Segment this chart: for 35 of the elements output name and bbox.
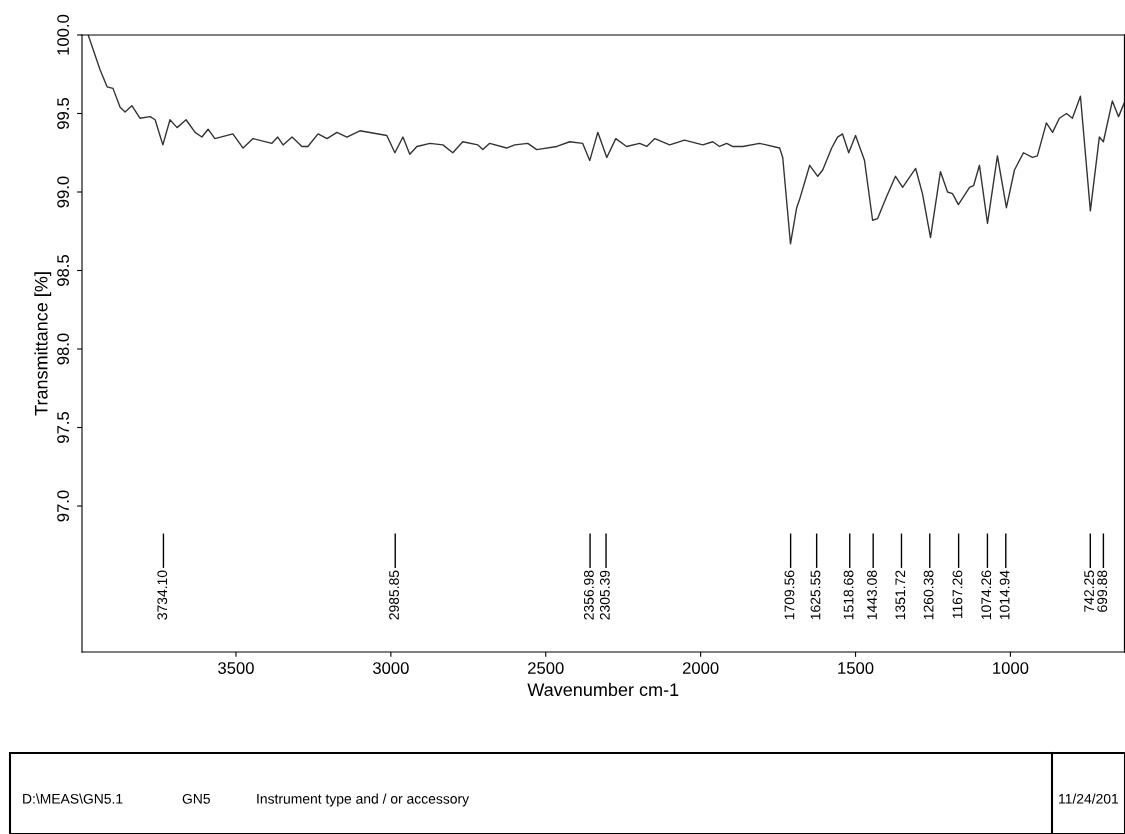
annotation: 1167.26: [952, 570, 963, 619]
annotation: 742.25: [1084, 570, 1095, 612]
annotation: 1351.72: [895, 570, 906, 620]
annotation: 1074.26: [981, 570, 992, 620]
text: GN5: [182, 793, 210, 804]
annotation: 1260.38: [923, 570, 934, 620]
annotation: 2305.39: [599, 570, 610, 620]
y-tick-label: 97.0: [57, 490, 69, 522]
x-tick-label: 3000: [372, 662, 409, 674]
x-tick-label: 1500: [838, 662, 874, 674]
y-axis-title: Transmittance [%]: [34, 272, 52, 416]
text: 11/24/201: [1059, 793, 1119, 804]
annotation: 2356.98: [583, 570, 594, 620]
y-tick-label: 99.0: [57, 176, 69, 208]
x-tick-label: 2500: [528, 662, 564, 674]
annotation: 699.88: [1097, 570, 1108, 612]
y-tick-label: 97.5: [57, 411, 69, 443]
x-tick-label: 3500: [218, 662, 254, 674]
text: Instrument type and / or accessory: [257, 793, 470, 807]
text: D:\MEAS\GN5.1: [23, 793, 123, 804]
x-tick-label: 2000: [682, 662, 719, 674]
annotation: 1443.08: [867, 570, 877, 620]
y-tick-label: 99.5: [57, 97, 69, 129]
annotation: 1625.55: [810, 570, 821, 620]
y-tick-label: 98.5: [57, 254, 69, 286]
x-tick-label: 1000: [993, 662, 1029, 674]
x-axis-title: Wavenumber cm-1: [527, 682, 679, 697]
y-tick-label: 100.0: [57, 14, 69, 55]
y-tick-label: 98.0: [57, 333, 69, 365]
line-series: [87, 35, 1125, 245]
annotation: 2985.85: [389, 570, 399, 620]
annotation: 1709.56: [784, 570, 795, 620]
annotation: 1518.68: [843, 570, 854, 620]
annotation: 1014.94: [999, 570, 1010, 620]
annotation: 3734.10: [157, 570, 168, 620]
